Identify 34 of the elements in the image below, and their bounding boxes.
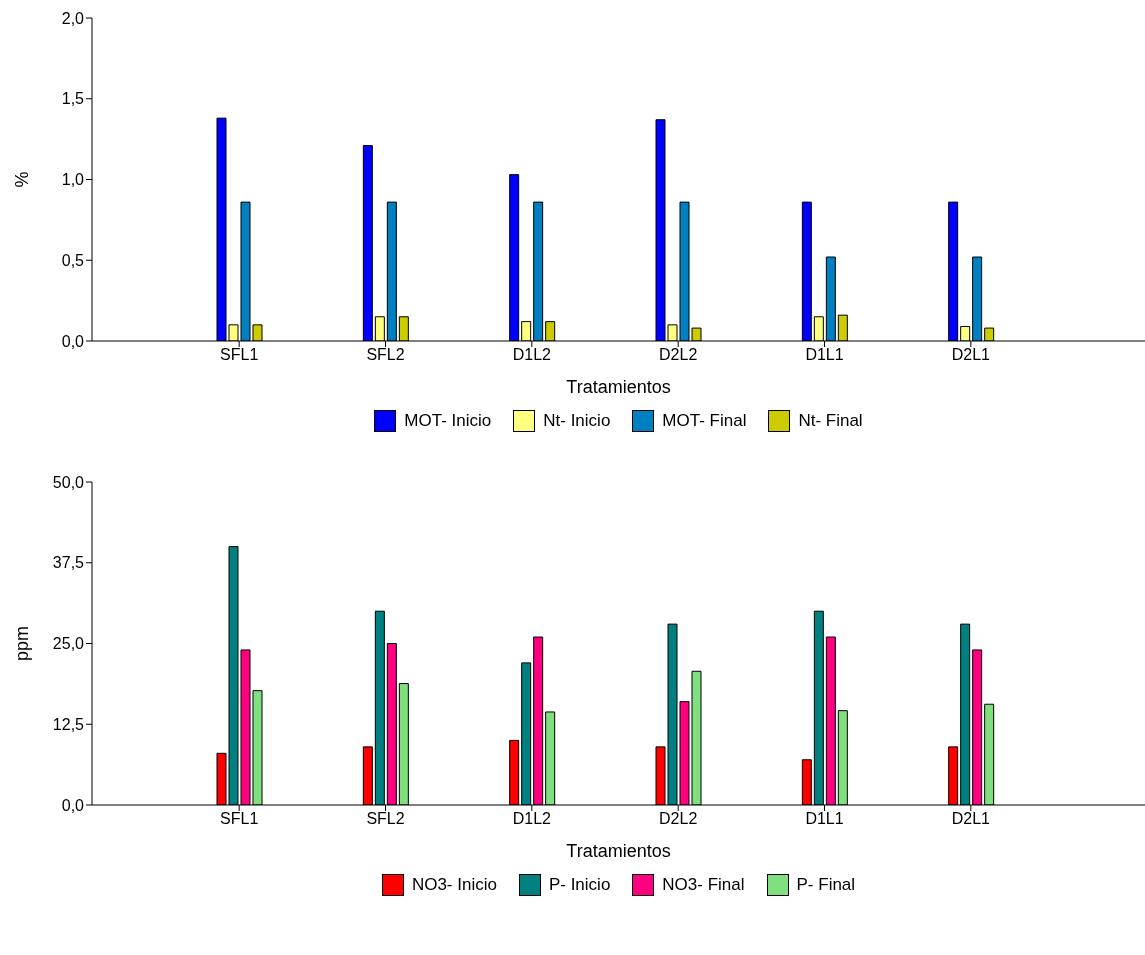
y-tick-label: 37,5 xyxy=(52,554,85,572)
y-tick-label: 0,5 xyxy=(61,251,85,269)
x-tick-label: D1L2 xyxy=(512,346,552,364)
y-tick-label: 0,0 xyxy=(61,332,85,350)
x-tick-label: SFL2 xyxy=(366,810,405,828)
x-tick-label: D1L2 xyxy=(512,810,552,828)
x-axis-title: Tratamientos xyxy=(566,377,671,397)
y-axis-title: % xyxy=(12,171,33,188)
legend-label: MOT- Inicio xyxy=(404,411,492,431)
x-tick-label: D2L2 xyxy=(659,346,698,364)
y-tick-label: 2,0 xyxy=(61,9,85,27)
y-tick-label: 12,5 xyxy=(52,715,85,733)
legend-label: NO3- Final xyxy=(662,875,745,895)
y-tick-label: 1,0 xyxy=(61,171,85,189)
x-tick-label: D2L2 xyxy=(659,810,698,828)
x-tick-label: D1L1 xyxy=(805,346,844,364)
legend-label: P- Final xyxy=(796,875,856,895)
y-tick-label: 50,0 xyxy=(52,473,85,491)
x-tick-label: D1L1 xyxy=(805,810,844,828)
y-tick-label: 0,0 xyxy=(61,796,85,814)
x-tick-label: D2L1 xyxy=(951,810,991,828)
x-tick-label: SFL1 xyxy=(220,346,259,364)
y-tick-label: 25,0 xyxy=(52,635,85,653)
legend-label: NO3- Inicio xyxy=(411,875,497,895)
x-tick-label: D2L1 xyxy=(951,346,991,364)
legend-label: Nt- Final xyxy=(798,411,863,431)
x-axis-title: Tratamientos xyxy=(566,841,671,861)
y-axis-title: ppm xyxy=(12,625,33,662)
y-tick-label: 1,5 xyxy=(61,90,85,108)
legend-label: MOT- Final xyxy=(662,411,747,431)
x-tick-label: SFL1 xyxy=(220,810,259,828)
legend-label: Nt- Inicio xyxy=(543,411,611,431)
x-tick-label: SFL2 xyxy=(366,346,405,364)
legend-label: P- Inicio xyxy=(548,875,611,895)
